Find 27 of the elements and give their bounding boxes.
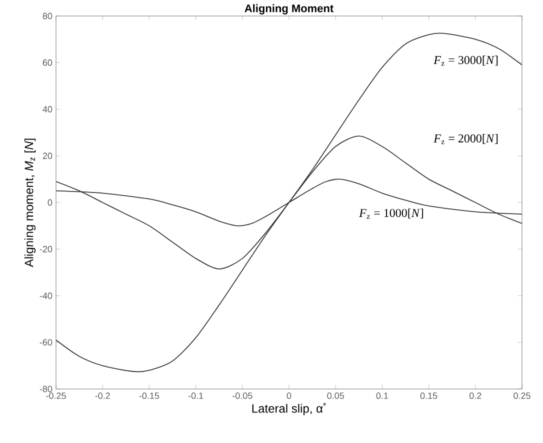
x-tick-label: 0.2 (469, 392, 482, 399)
y-axis-title: Aligning moment, M$_{z}$ [N] (24, 138, 36, 268)
y-tick-label: -80 (40, 386, 52, 392)
y-tick-label: -40 (40, 292, 52, 299)
y-tick-label: 80 (42, 12, 52, 20)
x-tick-label: -0.1 (188, 392, 204, 399)
y-tick-label: 60 (42, 59, 52, 66)
y-tick-label: -60 (40, 339, 52, 346)
annotation: F$_{z}$ = 2000[N] (434, 134, 498, 144)
y-tick-label: -20 (40, 246, 52, 252)
y-tick-label: 0 (48, 199, 52, 206)
annotation: F$_{z}$ = 3000[N] (434, 56, 498, 66)
x-tick-label: 0.1 (376, 392, 388, 399)
x-tick-label: -0.15 (139, 392, 160, 399)
chart-title: Aligning Moment (244, 4, 334, 14)
x-tick-label: -0.05 (232, 392, 252, 399)
x-tick-label: -0.2 (95, 392, 110, 399)
x-tick-label: 0.15 (420, 392, 438, 399)
x-axis-title: Lateral slip, α$^{*}$ (252, 402, 326, 416)
x-tick-label: 0 (286, 392, 292, 399)
x-tick-label: 0.25 (514, 392, 530, 399)
x-tick-label: 0.05 (327, 392, 344, 399)
y-tick-label: 20 (42, 152, 52, 160)
x-tick-label: -0.25 (46, 392, 66, 399)
line-series (56, 32, 522, 372)
y-tick-label: 40 (42, 106, 52, 112)
annotation: F$_{z}$ = 1000[N] (359, 208, 424, 219)
